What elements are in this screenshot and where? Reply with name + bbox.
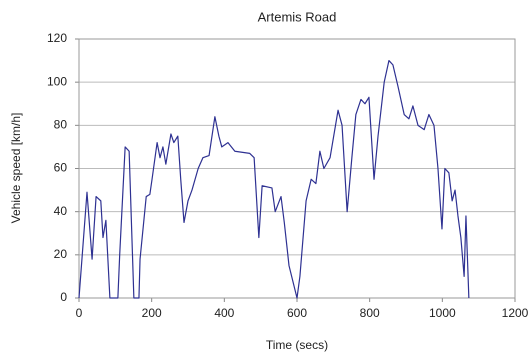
- x-tick-label: 800: [360, 306, 380, 320]
- y-tick-label: 120: [47, 31, 67, 45]
- x-tick-label: 1000: [429, 306, 456, 320]
- y-axis-label: Vehicle speed [km/h]: [9, 113, 23, 224]
- y-tick-label: 40: [54, 204, 68, 218]
- speed-line: [78, 59, 470, 299]
- chart-title: Artemis Road: [258, 9, 337, 24]
- x-tick-label: 1200: [502, 306, 529, 320]
- y-tick-label: 100: [47, 74, 67, 88]
- x-tick-label: 0: [76, 306, 83, 320]
- x-axis-label: Time (secs): [266, 338, 328, 352]
- x-tick-label: 600: [287, 306, 307, 320]
- y-tick-label: 0: [60, 290, 67, 304]
- x-tick-label: 200: [142, 306, 162, 320]
- y-tick-label: 80: [54, 118, 68, 132]
- y-tick-label: 20: [54, 247, 68, 261]
- x-tick-label: 400: [214, 306, 234, 320]
- y-tick-label: 60: [54, 161, 68, 175]
